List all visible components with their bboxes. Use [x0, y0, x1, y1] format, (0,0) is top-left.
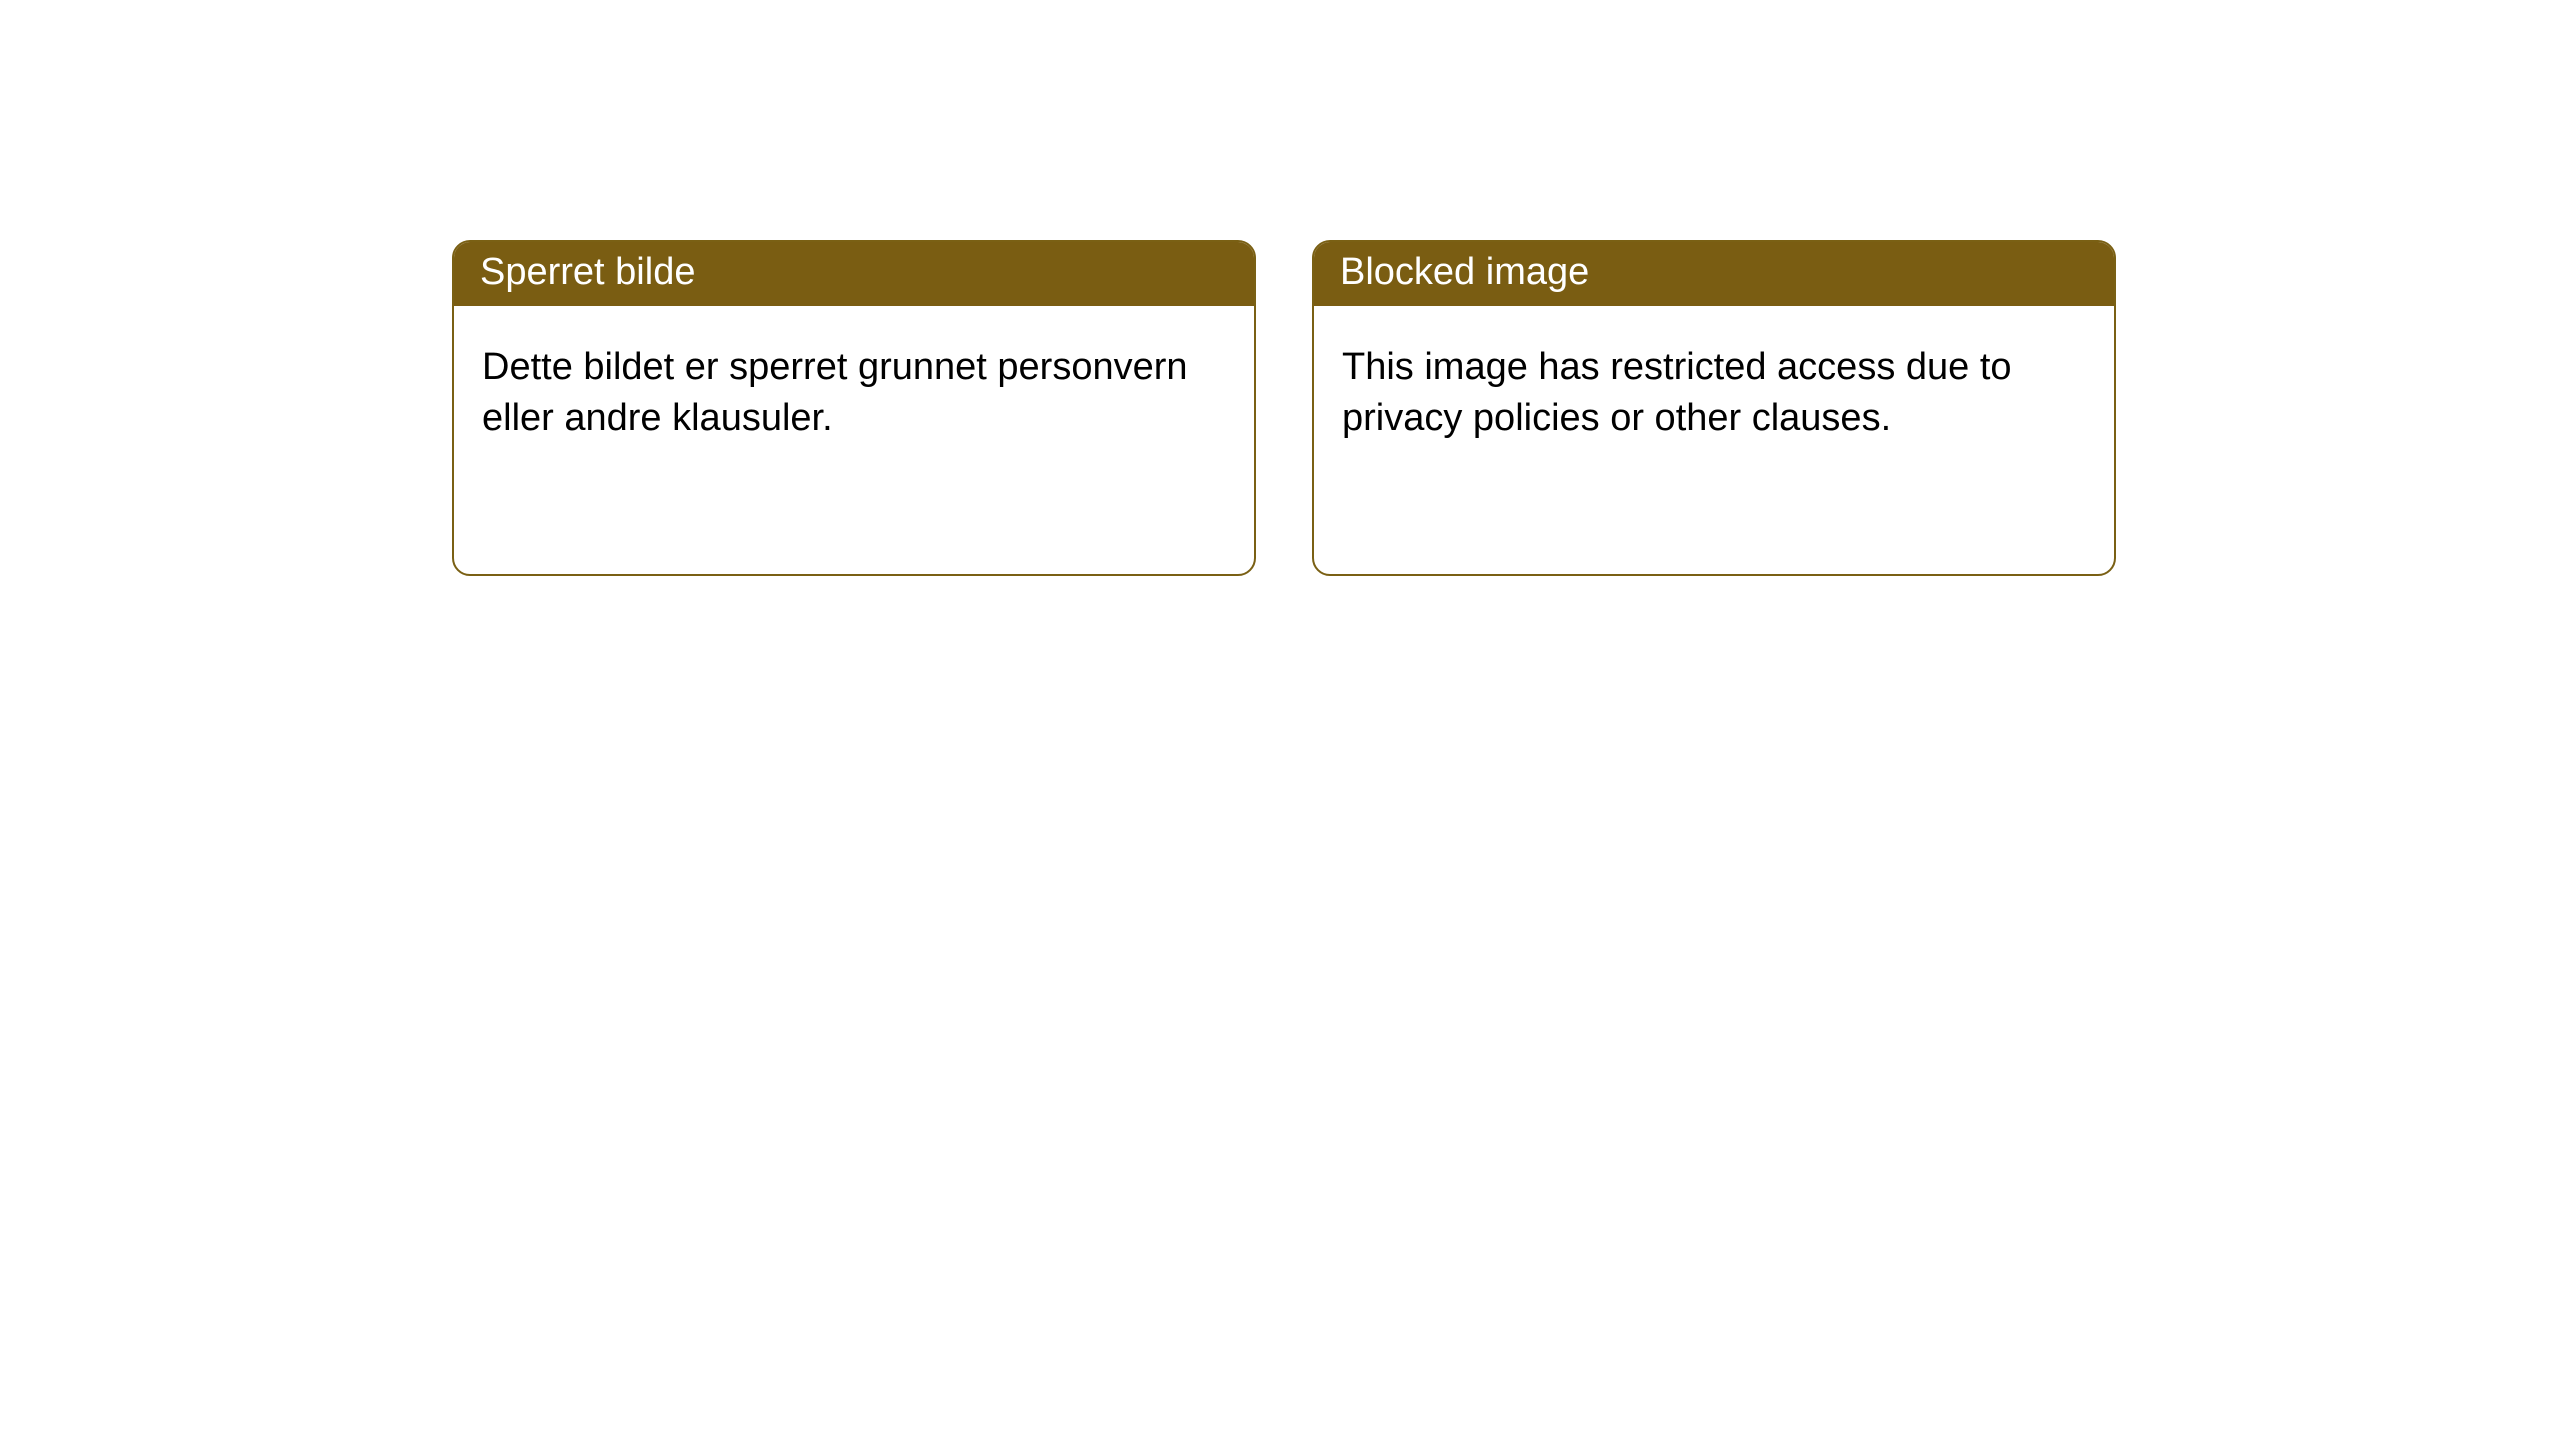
notice-card-norwegian: Sperret bilde Dette bildet er sperret gr… [452, 240, 1256, 576]
notice-header: Blocked image [1314, 242, 2114, 306]
notice-header: Sperret bilde [454, 242, 1254, 306]
notice-container: Sperret bilde Dette bildet er sperret gr… [0, 0, 2560, 576]
notice-body: This image has restricted access due to … [1314, 306, 2114, 481]
notice-card-english: Blocked image This image has restricted … [1312, 240, 2116, 576]
notice-body: Dette bildet er sperret grunnet personve… [454, 306, 1254, 481]
